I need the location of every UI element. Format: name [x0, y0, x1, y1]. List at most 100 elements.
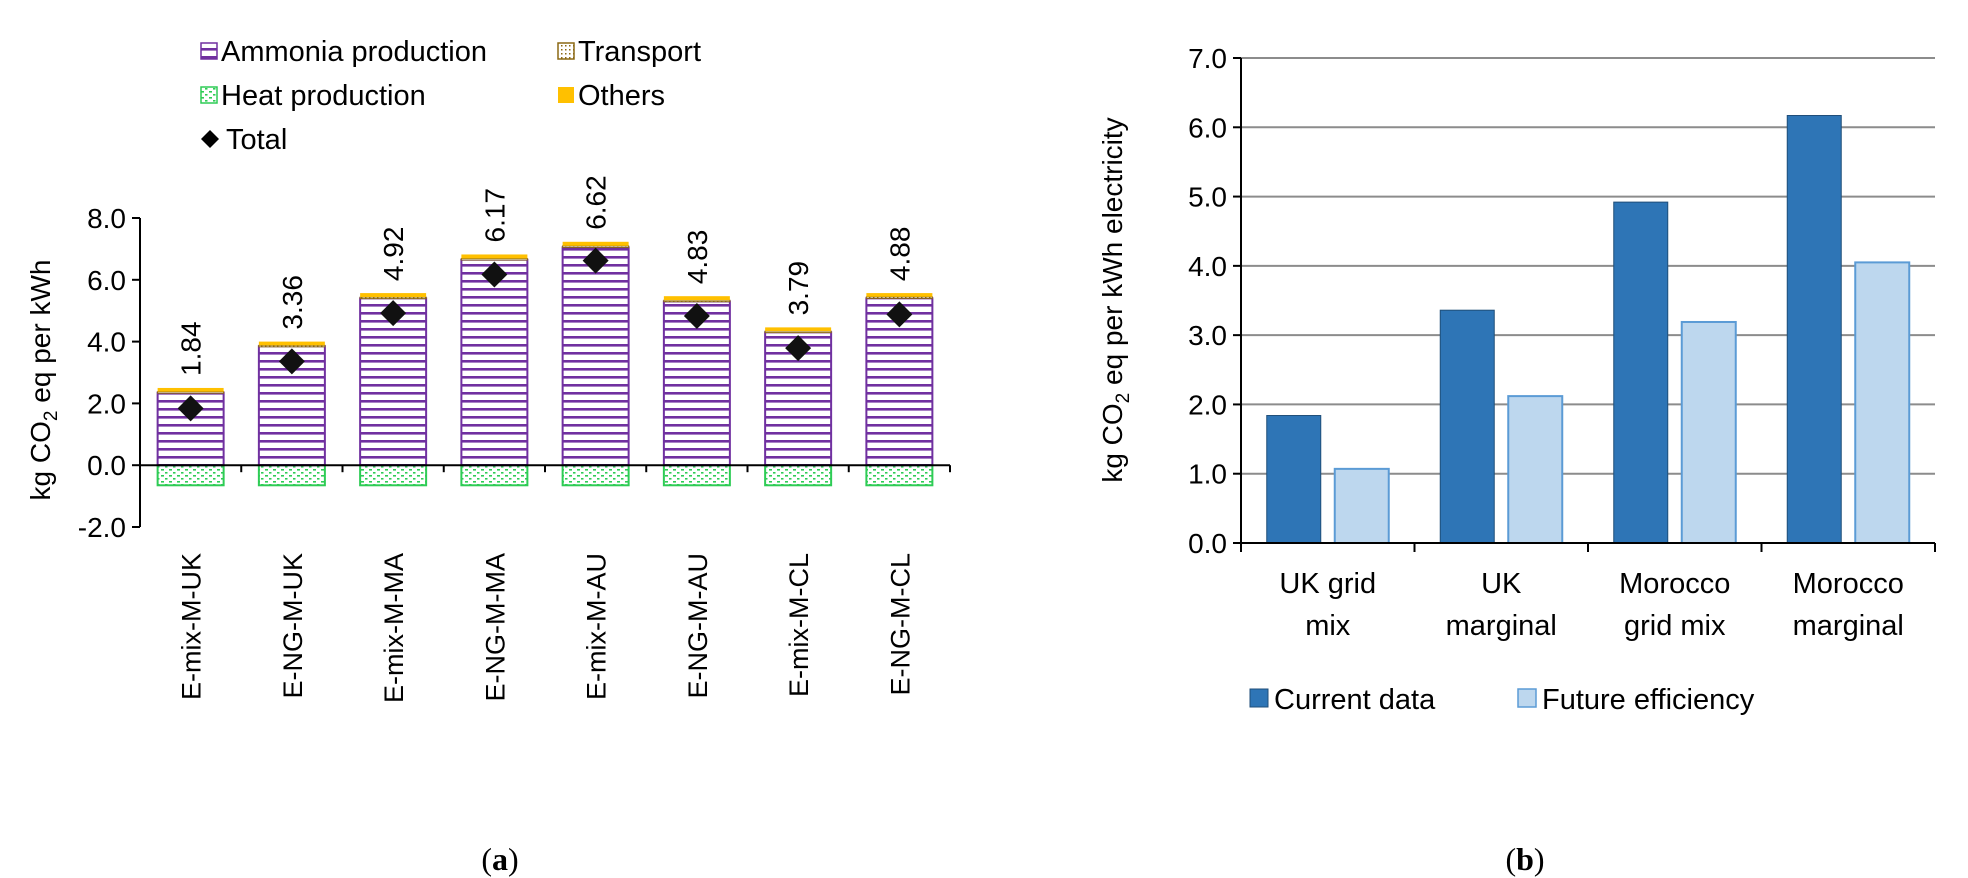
data-labels-a: 1.84 3.36 4.92 6.17 6.62 4.83 3.79 4.88	[176, 175, 916, 376]
legend-a: Ammonia production Transport Heat produc…	[200, 36, 701, 156]
legend-label-future: Future efficiency	[1542, 684, 1755, 716]
legend-marker-total	[201, 130, 219, 148]
total-marker	[886, 301, 913, 328]
bar-transport	[764, 330, 832, 334]
legend-item-total: Total	[201, 124, 287, 156]
legend-swatch-future	[1517, 688, 1537, 708]
total-marker	[683, 302, 710, 329]
data-label: 4.88	[884, 227, 915, 282]
category-label: E-NG-M-AU	[683, 553, 713, 698]
total-markers-a	[177, 247, 913, 422]
legend-item-transport: Transport	[557, 36, 701, 68]
category-label-line2: grid mix	[1624, 610, 1726, 642]
legend-item-ammonia: Ammonia production	[200, 36, 487, 68]
bar-transport	[663, 299, 731, 303]
legend-swatch-current	[1249, 688, 1269, 708]
y-tick-label: 6.0	[87, 265, 126, 296]
y-tick-label: 2.0	[87, 388, 126, 419]
y-tick-label: 0.0	[87, 450, 126, 481]
total-marker	[785, 335, 812, 362]
legend-label-ammonia: Ammonia production	[221, 36, 487, 68]
bar-heat-production	[257, 464, 326, 487]
panel-label-a: (a)	[481, 841, 518, 877]
bar-heat-production	[460, 464, 529, 487]
category-label-line1: Morocco	[1793, 568, 1904, 600]
legend-item-heat: Heat production	[200, 80, 426, 112]
y-tick-label: -2.0	[78, 512, 126, 543]
bar-heat-production	[561, 464, 630, 487]
legend-item-others: Others	[558, 80, 665, 112]
category-label-line2: mix	[1305, 610, 1351, 642]
bar-heat-production	[662, 464, 731, 487]
bar-future-efficiency	[1680, 320, 1737, 544]
bar-future-efficiency	[1333, 467, 1390, 544]
y-tick-label: 5.0	[1188, 182, 1227, 213]
bar-ammonia-production	[561, 246, 630, 467]
bar-transport	[258, 344, 326, 348]
x-axis-a: E-mix-M-UK E-NG-M-UK E-mix-M-MA E-NG-M-MA E-…	[177, 553, 916, 703]
axes-b	[1240, 58, 1936, 552]
category-label-line1: UK	[1481, 568, 1522, 600]
category-label-line2: marginal	[1446, 610, 1557, 642]
bar-others	[360, 293, 427, 298]
data-label: 4.83	[682, 230, 713, 285]
y-tick-label: 7.0	[1188, 43, 1227, 74]
y-tick-label: 3.0	[1188, 320, 1227, 351]
category-label: E-mix-M-AU	[582, 553, 612, 700]
category-label: E-NG-M-CL	[885, 553, 915, 696]
total-marker	[380, 300, 407, 327]
legend-label-current: Current data	[1274, 684, 1436, 716]
category-label: E-mix-M-CL	[784, 553, 814, 697]
bar-heat-production	[156, 464, 225, 487]
bar-transport	[359, 296, 427, 300]
y-axis-title-a: kg CO2 eq per kWh	[25, 260, 62, 501]
data-label: 3.36	[277, 275, 308, 330]
y-tick-label: 1.0	[1188, 459, 1227, 490]
panel-a-chart: Ammonia production Transport Heat produc…	[25, 36, 951, 877]
legend-b: Current data Future efficiency	[1249, 684, 1755, 716]
bar-others	[157, 387, 224, 392]
bar-current-data	[1439, 309, 1495, 544]
panel-label-b: (b)	[1505, 841, 1544, 877]
category-label: E-NG-M-MA	[480, 553, 510, 701]
bar-current-data	[1786, 115, 1842, 544]
legend-label-others: Others	[578, 80, 665, 112]
bar-transport	[562, 245, 630, 248]
bar-others	[258, 341, 325, 346]
y-tick-label: 2.0	[1188, 389, 1227, 420]
x-axis-b: UK grid mix UK marginal Morocco grid mix Moroc…	[1279, 568, 1903, 642]
category-label-line1: Morocco	[1619, 568, 1730, 600]
legend-label-transport: Transport	[578, 36, 701, 68]
y-axis-a: 8.0 6.0 4.0 2.0 0.0 -2.0	[78, 203, 140, 543]
category-label-line1: UK grid	[1279, 568, 1376, 600]
bar-others	[663, 296, 730, 301]
bar-others	[562, 241, 629, 246]
legend-swatch-transport	[557, 42, 575, 60]
bar-transport	[865, 296, 933, 299]
category-label: E-NG-M-UK	[278, 553, 308, 698]
legend-item-current: Current data	[1249, 684, 1436, 716]
bars-b	[1266, 115, 1911, 544]
bar-ammonia-production	[460, 258, 529, 467]
legend-label-total: Total	[226, 124, 287, 156]
legend-item-future: Future efficiency	[1517, 684, 1755, 716]
bar-future-efficiency	[1854, 261, 1911, 544]
data-label: 3.79	[783, 261, 814, 316]
bar-current-data	[1613, 201, 1669, 544]
y-tick-label: 0.0	[1188, 528, 1227, 559]
bar-transport	[157, 391, 225, 394]
total-marker	[481, 261, 508, 288]
y-tick-label: 8.0	[87, 203, 126, 234]
bar-current-data	[1266, 415, 1322, 544]
category-label-line2: marginal	[1793, 610, 1904, 642]
total-marker	[582, 247, 609, 274]
y-tick-label: 4.0	[1188, 251, 1227, 282]
bar-others	[866, 293, 933, 297]
y-tick-label: 4.0	[87, 327, 126, 358]
data-label: 4.92	[378, 227, 409, 282]
bar-others	[765, 327, 832, 332]
bar-future-efficiency	[1507, 395, 1564, 544]
y-axis-b: 7.0 6.0 5.0 4.0 3.0 2.0 1.0 0.0	[1188, 43, 1241, 559]
data-label: 1.84	[176, 321, 207, 376]
